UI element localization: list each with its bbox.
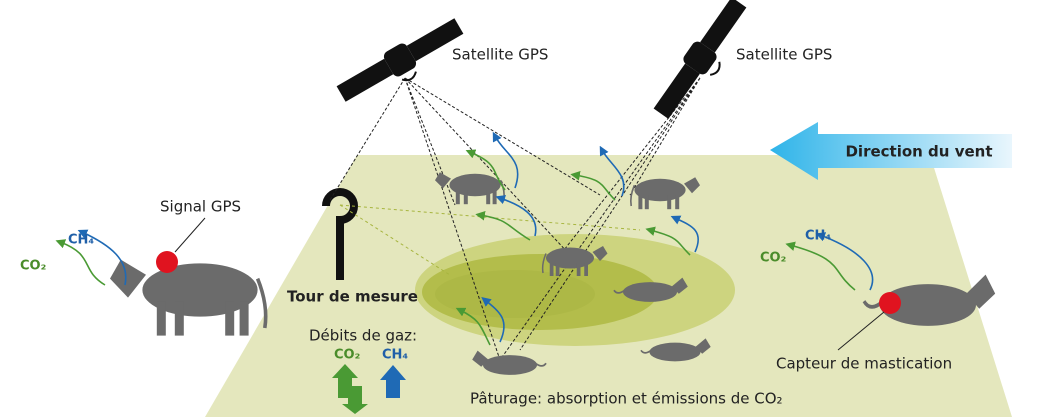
satellite <box>334 14 470 113</box>
gas-label: CH₄ <box>805 229 831 244</box>
gas-label: CO₂ <box>334 348 360 363</box>
gas-label: CO₂ <box>760 251 786 266</box>
signal-label: Signal GPS <box>160 198 241 216</box>
diagram: Satellite GPS Satellite GPS Direction du… <box>0 0 1038 417</box>
gas-flows-title: Débits de gaz: <box>309 327 417 345</box>
wind-label: Direction du vent <box>845 143 992 161</box>
pasture-label: Pâturage: absorption et émissions de CO₂ <box>470 390 783 408</box>
satellite-label: Satellite GPS <box>736 46 832 64</box>
gas-label: CH₄ <box>68 233 94 248</box>
cows-part <box>110 260 266 336</box>
sensors-part <box>879 292 901 314</box>
satellite-part <box>654 63 700 118</box>
sensors-part <box>156 251 178 273</box>
emission-arrows-part <box>60 242 105 285</box>
gas-label: CO₂ <box>20 259 46 274</box>
sensor-label: Capteur de mastication <box>776 355 952 373</box>
pasture-part <box>435 270 595 318</box>
tower-label: Tour de mesure <box>287 288 418 306</box>
satellite-label: Satellite GPS <box>452 46 548 64</box>
satellite-part <box>337 59 394 102</box>
gas-label: CH₄ <box>382 348 408 363</box>
sensors-part <box>175 218 205 252</box>
page: Satellite GPS Satellite GPS Direction du… <box>0 0 1038 417</box>
